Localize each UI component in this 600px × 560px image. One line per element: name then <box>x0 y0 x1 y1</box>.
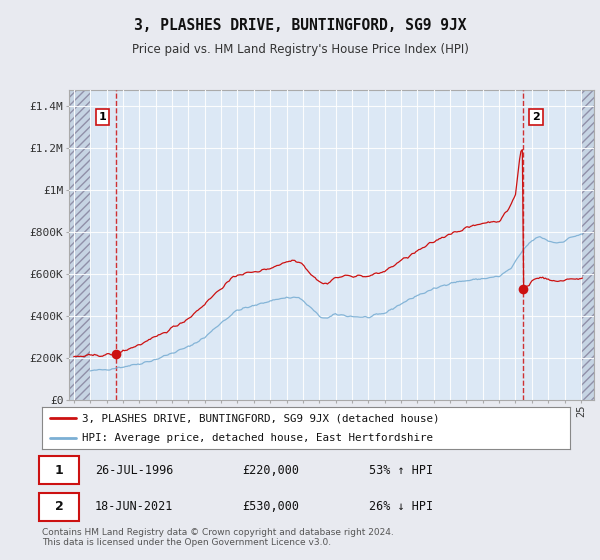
Bar <box>69 90 90 400</box>
Bar <box>581 90 594 400</box>
FancyBboxPatch shape <box>40 456 79 484</box>
Text: 1: 1 <box>55 464 64 477</box>
Text: £530,000: £530,000 <box>242 500 299 514</box>
FancyBboxPatch shape <box>40 493 79 521</box>
Text: 53% ↑ HPI: 53% ↑ HPI <box>370 464 433 477</box>
Bar <box>69 90 90 400</box>
Text: 3, PLASHES DRIVE, BUNTINGFORD, SG9 9JX: 3, PLASHES DRIVE, BUNTINGFORD, SG9 9JX <box>134 18 466 32</box>
Text: 2: 2 <box>55 500 64 514</box>
Text: Price paid vs. HM Land Registry's House Price Index (HPI): Price paid vs. HM Land Registry's House … <box>131 43 469 56</box>
Text: 26% ↓ HPI: 26% ↓ HPI <box>370 500 433 514</box>
Text: Contains HM Land Registry data © Crown copyright and database right 2024.
This d: Contains HM Land Registry data © Crown c… <box>42 528 394 548</box>
Bar <box>581 90 594 400</box>
Text: £220,000: £220,000 <box>242 464 299 477</box>
Text: HPI: Average price, detached house, East Hertfordshire: HPI: Average price, detached house, East… <box>82 433 433 443</box>
Text: 3, PLASHES DRIVE, BUNTINGFORD, SG9 9JX (detached house): 3, PLASHES DRIVE, BUNTINGFORD, SG9 9JX (… <box>82 413 439 423</box>
Text: 1: 1 <box>98 112 106 122</box>
Text: 2: 2 <box>532 112 540 122</box>
Text: 18-JUN-2021: 18-JUN-2021 <box>95 500 173 514</box>
Text: 26-JUL-1996: 26-JUL-1996 <box>95 464 173 477</box>
